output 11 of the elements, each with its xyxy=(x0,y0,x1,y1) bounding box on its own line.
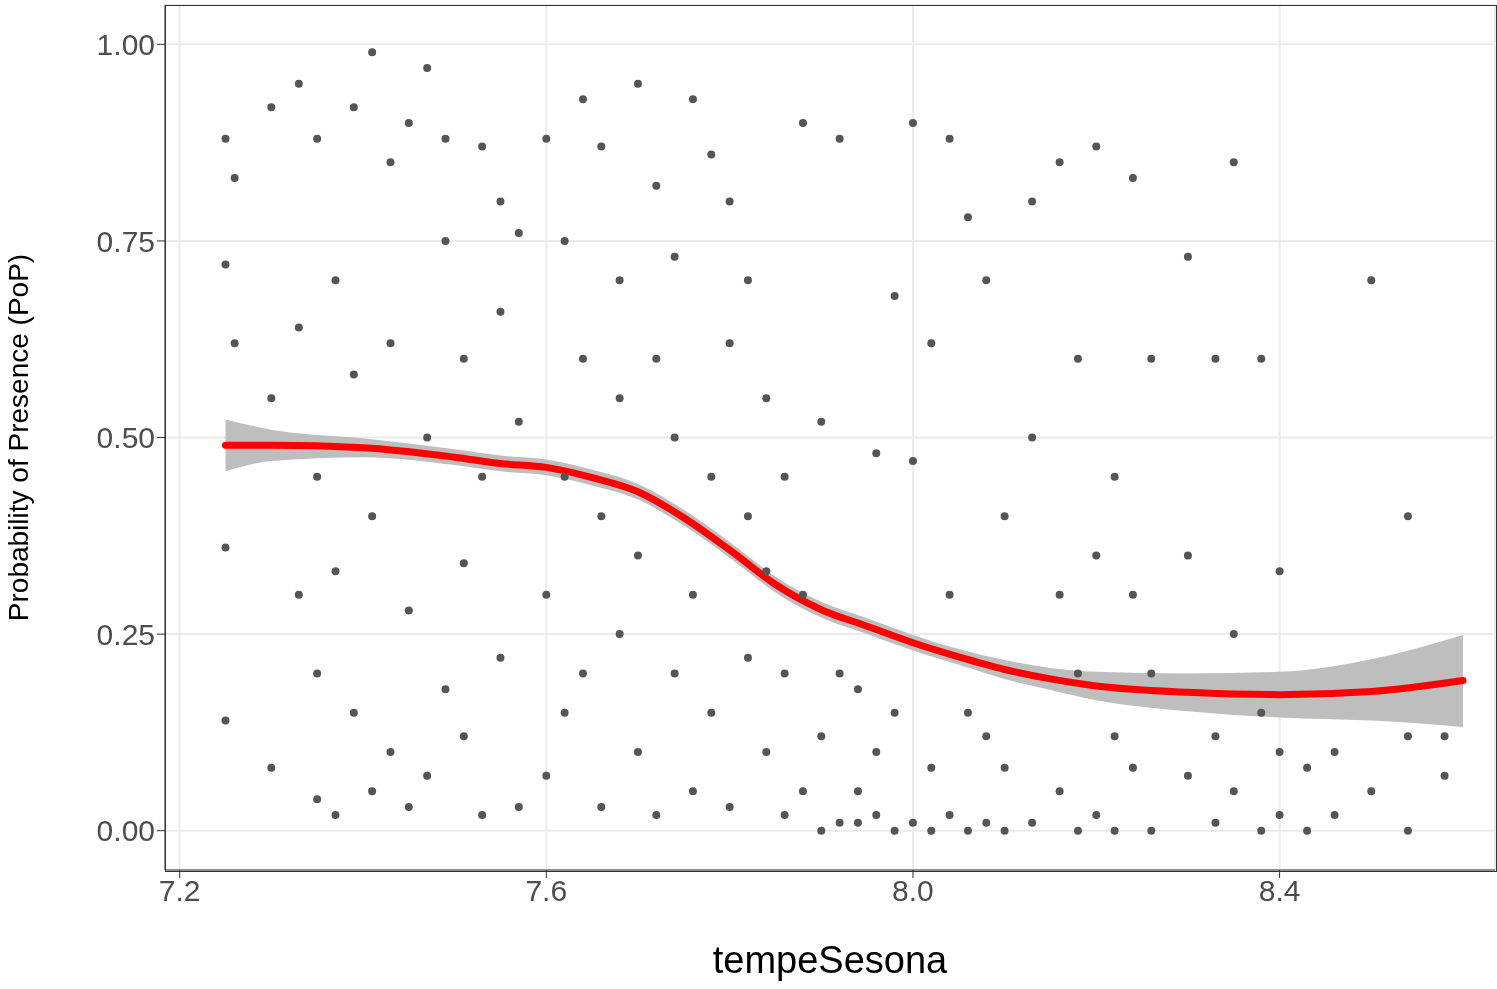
y-tick-label: 0.50 xyxy=(96,421,155,455)
x-tick-label: 8.4 xyxy=(1258,874,1301,908)
y-tick-label: 1.00 xyxy=(96,27,155,61)
y-axis-title: Probability of Presence (PoP) xyxy=(2,253,34,622)
x-tick-label: 7.2 xyxy=(158,874,201,908)
y-tick-label: 0.75 xyxy=(96,224,155,258)
y-tick-label: 0.25 xyxy=(96,617,155,651)
x-tick-label: 7.6 xyxy=(525,874,568,908)
x-axis-title: tempeSesona xyxy=(712,939,949,981)
x-tick-label: 8.0 xyxy=(892,874,934,908)
y-tick-label: 0.00 xyxy=(96,814,155,848)
